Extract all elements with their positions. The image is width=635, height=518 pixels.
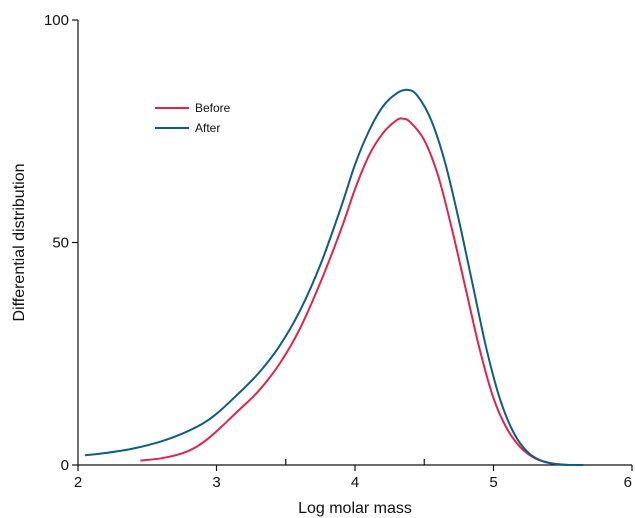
x-axis-title: Log molar mass xyxy=(298,500,412,517)
series-line-before xyxy=(140,117,584,467)
legend-label-after: After xyxy=(195,121,220,135)
y-tick-label: 50 xyxy=(52,235,69,252)
x-tick-label: 2 xyxy=(74,474,82,491)
y-tick-label: 100 xyxy=(44,12,69,29)
series-line-after xyxy=(84,88,584,467)
legend: Before After xyxy=(155,101,231,135)
y-axis-title: Differential distribution xyxy=(11,163,28,321)
x-tick-label: 3 xyxy=(212,474,220,491)
x-tick-label: 6 xyxy=(624,474,632,491)
series-lines xyxy=(84,88,584,467)
y-tick-label: 0 xyxy=(61,457,69,474)
x-tick-label: 5 xyxy=(489,474,497,491)
legend-label-before: Before xyxy=(195,101,231,115)
x-tick-label: 4 xyxy=(351,474,359,491)
axes: 0 50 100 2 3 4 5 6 xyxy=(44,12,633,491)
